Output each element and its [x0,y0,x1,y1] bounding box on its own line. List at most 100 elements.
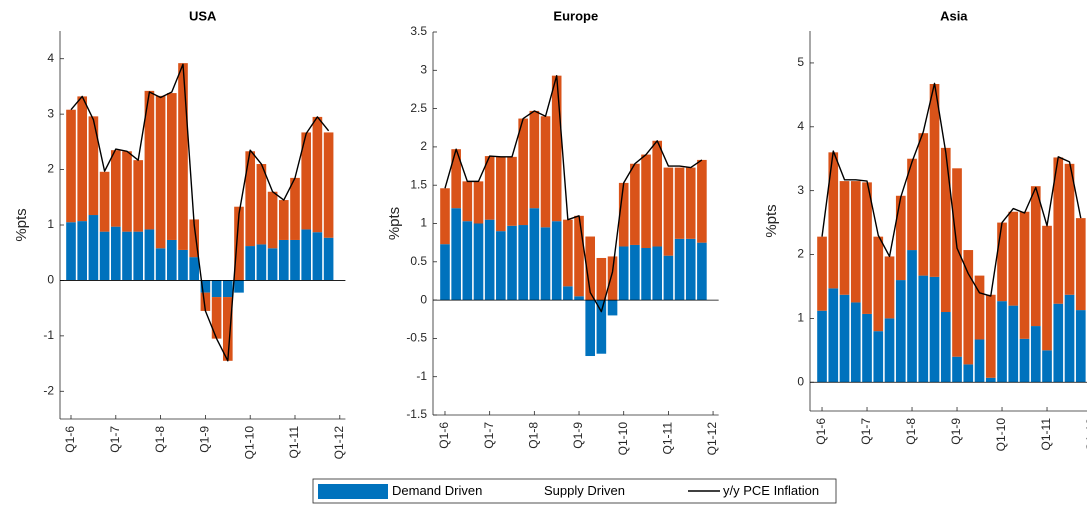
bar [652,140,663,247]
y-tick-label: 1 [797,311,804,325]
bar [817,236,827,311]
y-tick-label: 2 [47,162,54,176]
bar [839,181,850,295]
bar [940,147,951,313]
bar [99,231,110,281]
bar [155,248,166,281]
bar [290,177,300,240]
bar [166,93,177,240]
bar [697,159,707,243]
bar [110,226,121,281]
bar [895,280,906,383]
chart-title: Asia [940,8,968,23]
bar [929,276,940,383]
bar [1008,305,1019,383]
bar [301,132,312,230]
bar [574,296,584,301]
bar [166,239,177,281]
x-tick-label: Q1-8 [527,422,541,449]
bar [850,181,861,303]
bar [301,229,312,281]
bar [122,151,132,232]
bar [529,208,540,301]
y-tick-label: 4 [797,119,804,133]
y-tick-label: 3 [797,183,804,197]
bar [697,242,707,301]
bar [267,191,278,249]
bar [496,156,506,232]
y-axis-label: %pts [763,204,780,237]
y-tick-label: -1.5 [406,407,427,421]
y-tick-label: 2 [420,139,427,153]
bar [862,313,872,383]
x-tick-label: Q1-11 [661,422,675,455]
bar [462,181,473,222]
bar [473,181,484,224]
y-tick-label: 0.5 [410,254,427,268]
bar [1042,225,1052,351]
y-tick-label: -1 [416,369,427,383]
bar [817,310,827,383]
bar [663,255,674,301]
bar [630,163,640,245]
bar [77,96,88,222]
bar [278,200,289,240]
bar [256,244,267,281]
bar [618,246,629,301]
bar [997,301,1007,383]
bar [451,149,461,209]
bar [974,275,985,340]
legend-label: y/y PCE Inflation [723,483,819,498]
x-tick-label: Q1-6 [437,422,451,449]
y-tick-label: 1.5 [410,177,427,191]
bar [641,248,651,301]
bar [440,188,450,245]
bar [144,229,155,281]
x-tick-label: Q1-8 [153,426,167,453]
bar [66,109,76,223]
bar [200,280,211,293]
y-tick-label: 2.5 [410,101,427,115]
bar [585,300,595,357]
bar [551,75,562,222]
bar [518,118,528,226]
bar [585,236,595,301]
bar [940,312,951,383]
bar [850,302,861,383]
legend-label: Supply Driven [544,483,625,498]
x-tick-label: Q1-10 [242,426,256,460]
bar [873,331,884,383]
bar [484,156,495,220]
legend-label: Demand Driven [392,483,482,498]
bar [110,150,121,227]
bar [551,221,562,301]
bar [963,364,974,383]
bar [189,257,200,281]
bar [828,152,839,289]
bar [607,300,618,316]
bar [884,256,895,319]
bar [563,286,573,301]
bar [963,250,974,365]
bar [440,244,450,301]
bar [652,246,663,301]
bar [222,297,233,361]
y-tick-label: 3 [47,106,54,120]
y-tick-label: 1 [47,217,54,231]
x-tick-label: Q1-12 [1084,418,1087,452]
bar [997,222,1007,302]
bar [685,238,696,301]
bar [507,225,517,301]
bar [133,231,144,281]
bar [596,257,607,301]
x-tick-label: Q1-12 [332,426,346,460]
bar [884,318,895,383]
chart-title: USA [189,8,217,23]
bar [1008,211,1019,306]
y-tick-label: 3 [420,62,427,76]
bar [663,167,674,256]
bar [828,288,839,383]
bar [1064,294,1075,383]
x-tick-label: Q1-7 [108,426,122,453]
